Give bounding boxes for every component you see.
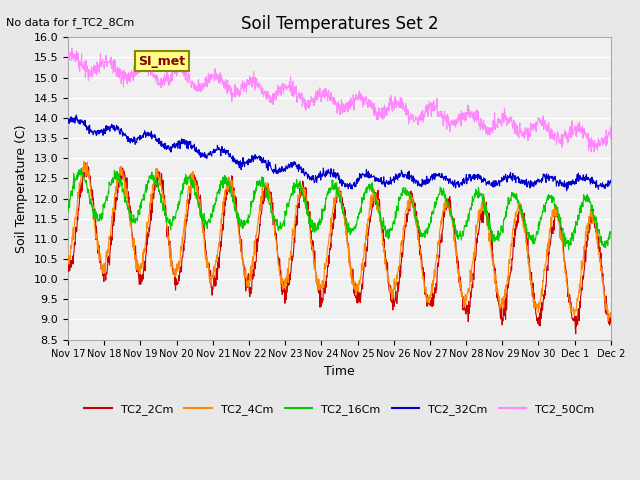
Legend: TC2_2Cm, TC2_4Cm, TC2_16Cm, TC2_32Cm, TC2_50Cm: TC2_2Cm, TC2_4Cm, TC2_16Cm, TC2_32Cm, TC… — [80, 399, 599, 419]
Y-axis label: Soil Temperature (C): Soil Temperature (C) — [15, 124, 28, 252]
Text: SI_met: SI_met — [139, 55, 186, 68]
X-axis label: Time: Time — [324, 365, 355, 378]
Text: No data for f_TC2_8Cm: No data for f_TC2_8Cm — [6, 17, 134, 28]
Title: Soil Temperatures Set 2: Soil Temperatures Set 2 — [241, 15, 438, 33]
